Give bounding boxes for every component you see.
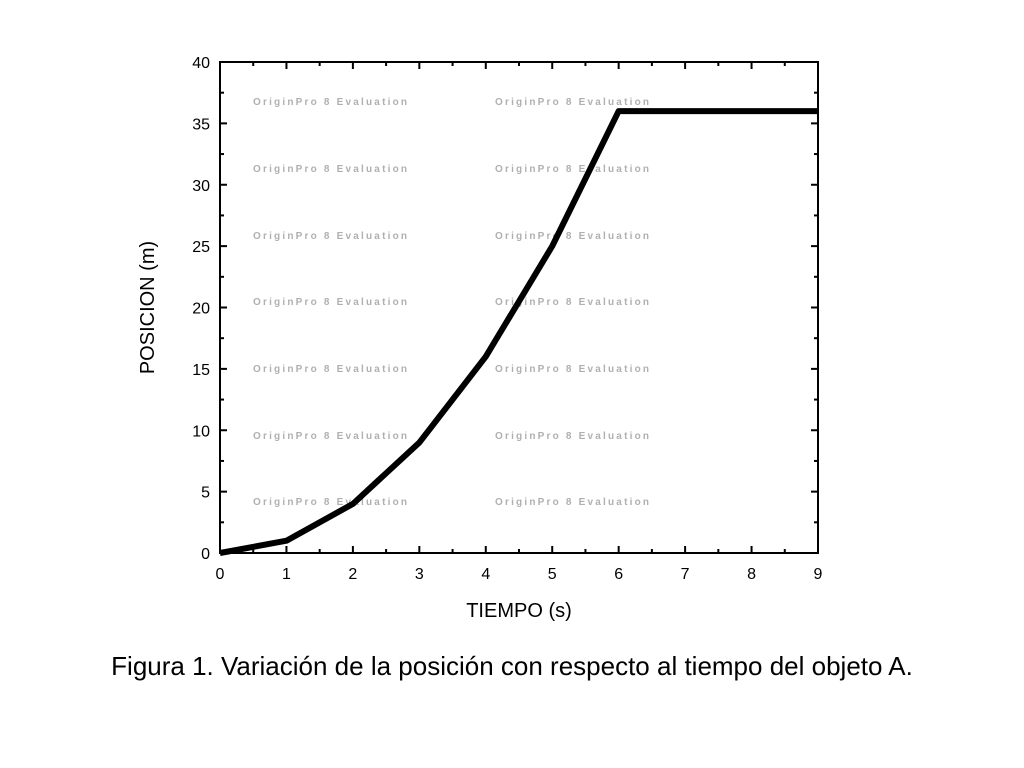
y-tick-label: 10: [192, 423, 210, 440]
y-tick-label: 35: [192, 116, 210, 133]
x-tick-label: 1: [282, 566, 291, 583]
watermark-text: OriginPro 8 Evaluation: [253, 364, 409, 375]
watermark-text: OriginPro 8 Evaluation: [253, 297, 409, 308]
x-tick-label: 3: [415, 566, 424, 583]
y-tick-label: 25: [192, 239, 210, 256]
y-tick-label: 20: [192, 301, 210, 318]
watermark-text: OriginPro 8 Evaluation: [253, 497, 409, 508]
x-tick-label: 2: [348, 566, 357, 583]
line-chart: OriginPro 8 Evaluation OriginPro 8 Evalua…: [137, 55, 823, 622]
watermark-text: OriginPro 8 Evaluation: [253, 431, 409, 442]
series-line: [219, 108, 818, 556]
x-tick-label: 6: [614, 566, 623, 583]
y-tick-label: 30: [192, 178, 210, 195]
x-tick-label: 9: [814, 566, 823, 583]
watermark-text: OriginPro 8 Evaluation: [495, 231, 651, 242]
y-tick-label: 0: [201, 546, 210, 563]
figure-caption: Figura 1. Variación de la posición con r…: [111, 651, 913, 681]
watermark-text: OriginPro 8 Evaluation: [253, 231, 409, 242]
watermark-text: OriginPro 8 Evaluation: [253, 164, 409, 175]
x-tick-label: 0: [216, 566, 225, 583]
watermark-text: OriginPro 8 Evaluation: [495, 164, 651, 175]
y-tick-label: 15: [192, 362, 210, 379]
x-tick-label: 5: [548, 566, 557, 583]
watermark-text: OriginPro 8 Evaluation: [495, 497, 651, 508]
watermark-text: OriginPro 8 Evaluation: [495, 431, 651, 442]
watermark-text: OriginPro 8 Evaluation: [495, 297, 651, 308]
watermark-text: OriginPro 8 Evaluation: [495, 364, 651, 375]
y-tick-label: 40: [192, 55, 210, 72]
watermark-text: OriginPro 8 Evaluation: [253, 97, 409, 108]
y-tick-label: 5: [201, 485, 210, 502]
x-tick-label: 7: [681, 566, 690, 583]
x-tick-label: 4: [481, 566, 490, 583]
x-axis-label: TIEMPO (s): [466, 600, 572, 622]
watermark-text: OriginPro 8 Evaluation: [495, 97, 651, 108]
y-axis-label: POSICION (m): [137, 241, 159, 374]
x-tick-label: 8: [747, 566, 756, 583]
